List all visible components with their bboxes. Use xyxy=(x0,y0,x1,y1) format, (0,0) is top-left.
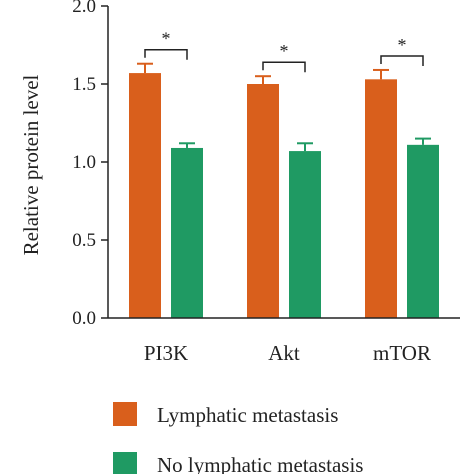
bars: * * * xyxy=(129,29,439,318)
x-category-label: PI3K xyxy=(144,341,188,365)
significance-marker: * xyxy=(280,41,289,61)
y-tick-label: 1.5 xyxy=(72,74,96,95)
significance-bracket xyxy=(380,55,424,66)
y-tick-label: 2.0 xyxy=(72,0,96,17)
significance-marker: * xyxy=(162,29,171,49)
legend-swatch xyxy=(113,452,137,474)
significance-bracket xyxy=(262,61,306,73)
bar-pi3k-lymphatic xyxy=(129,73,161,318)
bar-mtor-lymphatic xyxy=(365,79,397,318)
bar-akt-lymphatic xyxy=(247,84,279,318)
legend-label: No lymphatic metastasis xyxy=(157,453,363,474)
significance-marker: * xyxy=(398,35,407,55)
x-category-label: Akt xyxy=(268,341,300,365)
bar-akt-no-lymphatic xyxy=(289,151,321,318)
y-tick-label: 1.0 xyxy=(72,152,96,173)
legend-swatch xyxy=(113,402,137,426)
x-category-label: mTOR xyxy=(373,341,431,365)
y-tick-label: 0.5 xyxy=(72,230,96,251)
significance-bracket xyxy=(144,48,188,60)
x-axis: PI3K Akt mTOR xyxy=(108,317,460,365)
legend: Lymphatic metastasis No lymphatic metasta… xyxy=(113,402,363,474)
y-tick-label: 0.0 xyxy=(72,308,96,329)
y-axis: 0.0 0.5 1.0 1.5 2.0 xyxy=(72,0,109,329)
y-axis-label: Relative protein level xyxy=(19,74,43,255)
legend-label: Lymphatic metastasis xyxy=(157,403,338,427)
bar-mtor-no-lymphatic xyxy=(407,144,439,318)
bar-pi3k-no-lymphatic xyxy=(171,147,203,318)
